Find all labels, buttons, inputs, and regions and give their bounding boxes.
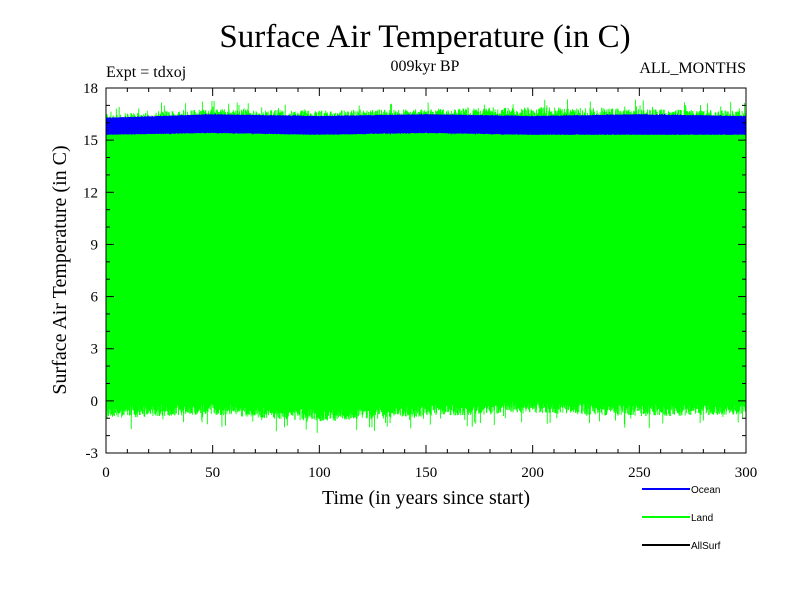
y-tick-label: 6	[91, 290, 99, 306]
legend: Ocean Land AllSurf	[642, 485, 721, 552]
x-tick-label: 250	[628, 465, 651, 481]
x-tick-label: 50	[205, 465, 220, 481]
x-tick-label: 100	[308, 465, 331, 481]
y-tick-label: 0	[91, 394, 99, 410]
plot-area	[105, 99, 747, 433]
series-land-line	[105, 99, 747, 433]
y-tick-label: 15	[83, 133, 98, 149]
months-label: ALL_MONTHS	[639, 60, 746, 77]
legend-label-land: Land	[691, 513, 713, 524]
series-ocean-line	[105, 113, 747, 135]
x-tick-label: 300	[735, 465, 758, 481]
y-tick-label: 18	[83, 81, 98, 97]
legend-label-ocean: Ocean	[691, 485, 720, 496]
y-tick-label: 9	[91, 237, 99, 253]
y-axis-label: Surface Air Temperature (in C)	[49, 145, 71, 394]
legend-label-allsurf: AllSurf	[691, 541, 721, 552]
x-tick-label: 0	[102, 465, 110, 481]
y-tick-label: 3	[91, 342, 99, 358]
y-tick-label: 12	[83, 185, 98, 201]
y-tick-label: -3	[86, 446, 99, 462]
x-tick-label: 200	[521, 465, 544, 481]
x-axis-label: Time (in years since start)	[322, 487, 530, 509]
x-tick-label: 150	[415, 465, 438, 481]
experiment-label: Expt = tdxoj	[106, 64, 186, 81]
chart-subtitle: 009kyr BP	[391, 58, 460, 75]
chart-title: Surface Air Temperature (in C)	[219, 19, 630, 55]
